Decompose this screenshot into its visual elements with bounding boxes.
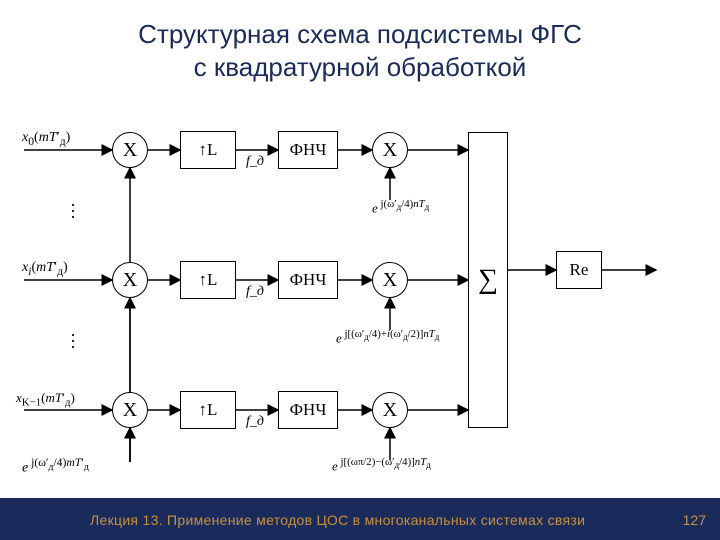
lpf-row0: ФНЧ xyxy=(278,131,338,169)
multiplier-1-row1: X xyxy=(112,262,148,298)
multiplier-1-row2: X xyxy=(112,392,148,428)
title-line-2: с квадратурной обработкой xyxy=(20,51,700,84)
lpf-row1: ФНЧ xyxy=(278,261,338,299)
upsampler-row1: ↑L xyxy=(180,261,236,299)
summation-block: ∑ xyxy=(468,132,508,428)
input-label-row2: xK−1(mT′д) xyxy=(16,390,75,409)
real-part-block: Re xyxy=(556,251,602,289)
footer-text: Лекция 13. Применение методов ЦОС в мног… xyxy=(90,512,585,528)
ellipsis-2: ··· xyxy=(70,332,76,350)
fd-label-row2: f_д xyxy=(246,414,264,430)
block-diagram: X ↑L f_д ФНЧ X x0(mT′д) e j(ω′д/4)nTд X … xyxy=(16,92,704,482)
multiplier-2-row2: X xyxy=(372,392,408,428)
title-line-1: Структурная схема подсистемы ФГС xyxy=(20,18,700,51)
multiplier-1-row0: X xyxy=(112,132,148,168)
multiplier-2-row1: X xyxy=(372,262,408,298)
exp-label-row0: e j(ω′д/4)nTд xyxy=(372,198,429,216)
exp-label-row2: e j[(ωπ/2)−(ω′д/4)]nTд xyxy=(332,456,431,474)
fd-label-row1: f_д xyxy=(246,284,264,300)
page-number: 127 xyxy=(683,512,706,528)
exp-label-shared: e j(ω′д/4)mT′д xyxy=(22,456,89,477)
slide-title: Структурная схема подсистемы ФГС с квадр… xyxy=(0,0,720,91)
ellipsis-1: ··· xyxy=(70,202,76,220)
lpf-row2: ФНЧ xyxy=(278,391,338,429)
upsampler-row0: ↑L xyxy=(180,131,236,169)
multiplier-2-row0: X xyxy=(372,132,408,168)
upsampler-row2: ↑L xyxy=(180,391,236,429)
input-label-row0: x0(mT′д) xyxy=(22,130,70,148)
exp-label-row1: e j[(ω′д/4)+i(ω′д/2)]nTд xyxy=(336,328,439,346)
input-label-row1: xi(mT′д) xyxy=(22,260,68,278)
fd-label-row0: f_д xyxy=(246,154,264,170)
